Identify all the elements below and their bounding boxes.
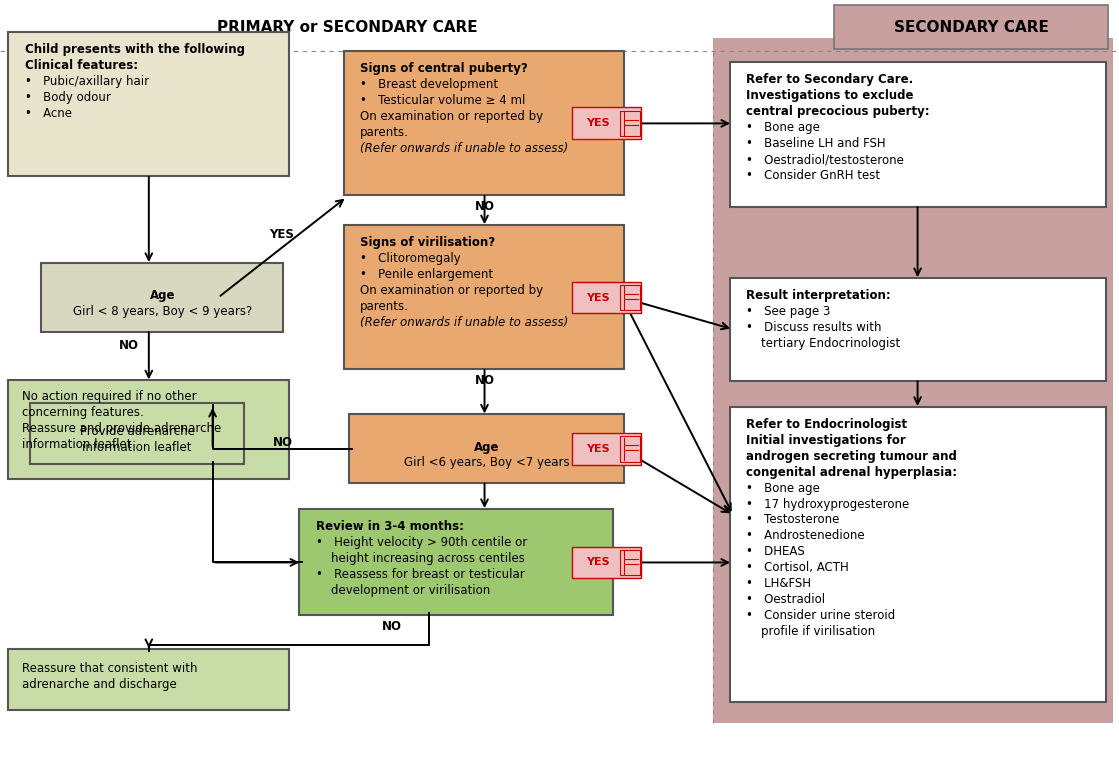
Text: •   Consider GnRH test: • Consider GnRH test [746, 169, 881, 182]
FancyBboxPatch shape [620, 285, 640, 310]
Text: •   Body odour: • Body odour [25, 91, 111, 104]
Text: YES: YES [585, 118, 610, 129]
FancyBboxPatch shape [349, 414, 624, 483]
FancyBboxPatch shape [834, 5, 1108, 49]
Text: adrenarche and discharge: adrenarche and discharge [22, 678, 177, 691]
Text: Investigations to exclude: Investigations to exclude [746, 89, 914, 102]
Text: On examination or reported by: On examination or reported by [360, 284, 544, 297]
Text: YES: YES [585, 557, 610, 568]
FancyBboxPatch shape [41, 263, 283, 332]
FancyBboxPatch shape [8, 380, 289, 479]
Text: information leaflet: information leaflet [83, 441, 191, 454]
FancyBboxPatch shape [620, 436, 640, 462]
Text: •   DHEAS: • DHEAS [746, 545, 806, 559]
Text: •   Cortisol, ACTH: • Cortisol, ACTH [746, 561, 849, 575]
FancyBboxPatch shape [730, 407, 1106, 702]
Text: Age: Age [150, 289, 175, 302]
Text: •   Testicular volume ≥ 4 ml: • Testicular volume ≥ 4 ml [360, 94, 526, 107]
Text: NO: NO [474, 373, 495, 387]
Text: Age: Age [474, 441, 499, 453]
Text: information leaflet: information leaflet [22, 438, 132, 450]
Text: •   See page 3: • See page 3 [746, 305, 830, 318]
Text: NO: NO [474, 200, 495, 213]
FancyBboxPatch shape [572, 547, 641, 578]
Text: •   Penile enlargement: • Penile enlargement [360, 268, 493, 281]
FancyBboxPatch shape [8, 32, 289, 176]
Text: •   Clitoromegaly: • Clitoromegaly [360, 252, 461, 265]
Text: Reassure that consistent with: Reassure that consistent with [22, 662, 198, 675]
Text: height increasing across centiles: height increasing across centiles [316, 552, 525, 565]
Text: •   Oestradiol/testosterone: • Oestradiol/testosterone [746, 153, 904, 166]
FancyBboxPatch shape [620, 111, 640, 136]
Text: PRIMARY or SECONDARY CARE: PRIMARY or SECONDARY CARE [217, 20, 477, 35]
Text: •   Oestradiol: • Oestradiol [746, 593, 826, 606]
Text: •   Height velocity > 90th centile or: • Height velocity > 90th centile or [316, 536, 527, 549]
Text: tertiary Endocrinologist: tertiary Endocrinologist [746, 337, 901, 350]
Text: Girl < 8 years, Boy < 9 years?: Girl < 8 years, Boy < 9 years? [73, 305, 252, 318]
Text: (Refer onwards if unable to assess): (Refer onwards if unable to assess) [360, 316, 568, 329]
Text: development or virilisation: development or virilisation [316, 584, 490, 597]
Text: YES: YES [270, 228, 294, 241]
Text: Initial investigations for: Initial investigations for [746, 434, 906, 447]
Text: Girl <6 years, Boy <7 years: Girl <6 years, Boy <7 years [404, 456, 570, 469]
Text: •   Bone age: • Bone age [746, 121, 820, 134]
Text: parents.: parents. [360, 300, 410, 313]
Text: Signs of virilisation?: Signs of virilisation? [360, 236, 496, 249]
FancyBboxPatch shape [299, 509, 613, 615]
Text: •   Reassess for breast or testicular: • Reassess for breast or testicular [316, 568, 525, 581]
Text: NO: NO [119, 339, 139, 353]
Text: Result interpretation:: Result interpretation: [746, 289, 891, 302]
Text: Clinical features:: Clinical features: [25, 59, 138, 72]
Text: Refer to Secondary Care.: Refer to Secondary Care. [746, 73, 913, 86]
Text: central precocious puberty:: central precocious puberty: [746, 105, 930, 118]
Text: parents.: parents. [360, 126, 410, 139]
Text: NO: NO [382, 619, 402, 633]
FancyBboxPatch shape [730, 278, 1106, 381]
Text: SECONDARY CARE: SECONDARY CARE [894, 20, 1049, 35]
Text: •   Baseline LH and FSH: • Baseline LH and FSH [746, 137, 886, 150]
Text: YES: YES [585, 292, 610, 303]
Text: Review in 3-4 months:: Review in 3-4 months: [316, 520, 463, 533]
FancyBboxPatch shape [620, 550, 640, 575]
Text: YES: YES [585, 444, 610, 454]
Text: Signs of central puberty?: Signs of central puberty? [360, 62, 528, 75]
FancyBboxPatch shape [730, 62, 1106, 207]
Text: No action required if no other: No action required if no other [22, 390, 197, 403]
Text: •   Discuss results with: • Discuss results with [746, 321, 882, 334]
Text: •   Consider urine steroid: • Consider urine steroid [746, 609, 895, 622]
FancyBboxPatch shape [30, 403, 244, 464]
Text: •   LH&FSH: • LH&FSH [746, 578, 811, 590]
FancyBboxPatch shape [344, 51, 624, 195]
Text: •   Acne: • Acne [25, 107, 72, 120]
FancyBboxPatch shape [8, 649, 289, 710]
Text: NO: NO [273, 436, 293, 450]
Text: •   Androstenedione: • Androstenedione [746, 529, 865, 543]
Text: •   17 hydroxyprogesterone: • 17 hydroxyprogesterone [746, 497, 910, 510]
Text: •   Breast development: • Breast development [360, 78, 498, 91]
FancyBboxPatch shape [713, 38, 1113, 723]
FancyBboxPatch shape [572, 282, 641, 313]
Text: •   Testosterone: • Testosterone [746, 513, 839, 526]
Text: profile if virilisation: profile if virilisation [746, 625, 875, 638]
Text: On examination or reported by: On examination or reported by [360, 110, 544, 123]
Text: androgen secreting tumour and: androgen secreting tumour and [746, 450, 957, 463]
Text: Reassure and provide adrenarche: Reassure and provide adrenarche [22, 422, 222, 435]
Text: concerning features.: concerning features. [22, 406, 144, 419]
Text: (Refer onwards if unable to assess): (Refer onwards if unable to assess) [360, 142, 568, 154]
Text: Refer to Endocrinologist: Refer to Endocrinologist [746, 418, 908, 431]
Text: •   Bone age: • Bone age [746, 481, 820, 494]
FancyBboxPatch shape [572, 433, 641, 465]
Text: •   Pubic/axillary hair: • Pubic/axillary hair [25, 75, 149, 88]
Text: congenital adrenal hyperplasia:: congenital adrenal hyperplasia: [746, 466, 958, 478]
Text: Provide adrenarche: Provide adrenarche [79, 425, 195, 438]
FancyBboxPatch shape [344, 225, 624, 369]
Text: Child presents with the following: Child presents with the following [25, 43, 245, 56]
FancyBboxPatch shape [572, 107, 641, 139]
